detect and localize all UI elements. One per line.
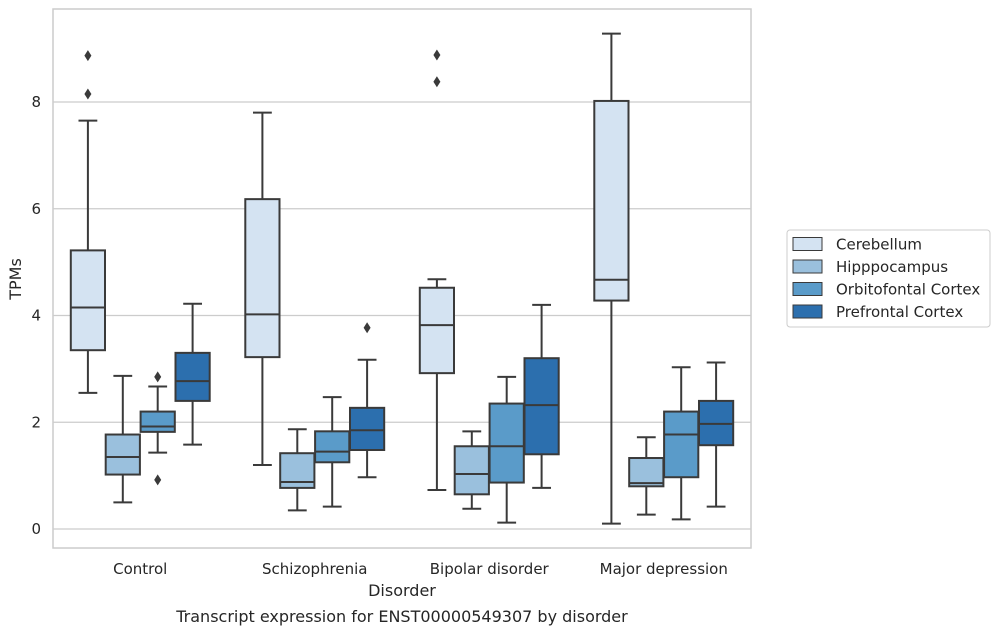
- box: [593, 99, 630, 302]
- box-group: [314, 396, 351, 508]
- box: [453, 445, 490, 496]
- box-group: [139, 371, 176, 486]
- x-tick-label: Bipolar disorder: [430, 560, 550, 578]
- legend-frame: [786, 229, 991, 328]
- y-tick-label: 8: [31, 93, 41, 111]
- outlier-point: [154, 371, 162, 383]
- legend-label: Orbitofontal Cortex: [836, 281, 980, 299]
- box-group: [279, 428, 316, 512]
- box-group: [523, 303, 560, 489]
- box-group: [348, 322, 386, 479]
- y-tick-label: 2: [31, 413, 41, 431]
- box-group: [488, 375, 525, 524]
- box: [69, 249, 107, 352]
- y-axis-label: TPMs: [6, 258, 25, 301]
- box-group: [244, 111, 281, 466]
- chart-title: Transcript expression for ENST0000054930…: [175, 607, 628, 626]
- box-group: [697, 361, 735, 508]
- box: [104, 433, 141, 476]
- box: [314, 430, 351, 464]
- box-layer: [69, 32, 735, 525]
- box: [523, 357, 560, 456]
- box: [244, 198, 281, 359]
- box: [488, 402, 525, 484]
- box-group: [593, 32, 630, 525]
- y-tick-label: 0: [31, 520, 41, 538]
- box: [348, 406, 386, 452]
- x-tick-label: Control: [113, 560, 167, 578]
- legend-label: Prefrontal Cortex: [836, 303, 963, 321]
- box-group: [663, 366, 700, 521]
- legend-swatch: [792, 304, 823, 319]
- x-tick-label: Schizophrenia: [262, 560, 367, 578]
- outlier-point: [154, 474, 162, 486]
- box-group: [69, 50, 107, 394]
- box-group: [418, 49, 456, 492]
- outlier-point: [363, 322, 371, 334]
- y-tick-label: 4: [31, 307, 41, 325]
- box: [663, 410, 700, 479]
- box-group: [628, 436, 665, 516]
- box: [628, 457, 665, 488]
- outlier-point: [84, 88, 92, 100]
- x-axis-label: Disorder: [368, 581, 436, 600]
- outlier-point: [433, 76, 441, 88]
- box-group: [104, 374, 141, 504]
- y-tick-label: 6: [31, 200, 41, 218]
- y-tick-labels: 0 2 4 6 8: [31, 93, 41, 538]
- box-group: [453, 430, 490, 510]
- legend-swatch: [792, 259, 823, 274]
- box: [174, 351, 211, 402]
- legend-label: Hipppocampus: [836, 258, 948, 276]
- legend: Cerebellum Hipppocampus Orbitofontal Corte…: [786, 229, 991, 328]
- outlier-point: [84, 50, 92, 62]
- legend-swatch: [792, 282, 823, 296]
- legend-swatch: [792, 237, 823, 251]
- outlier-point: [433, 49, 441, 61]
- box-group: [174, 302, 211, 446]
- plot-frame: [52, 8, 752, 549]
- x-tick-label: Major depression: [600, 560, 728, 578]
- x-tick-labels: Control Schizophrenia Bipolar disorder Majo…: [113, 560, 728, 578]
- legend-label: Cerebellum: [836, 236, 922, 254]
- box: [139, 410, 176, 433]
- box: [418, 286, 456, 375]
